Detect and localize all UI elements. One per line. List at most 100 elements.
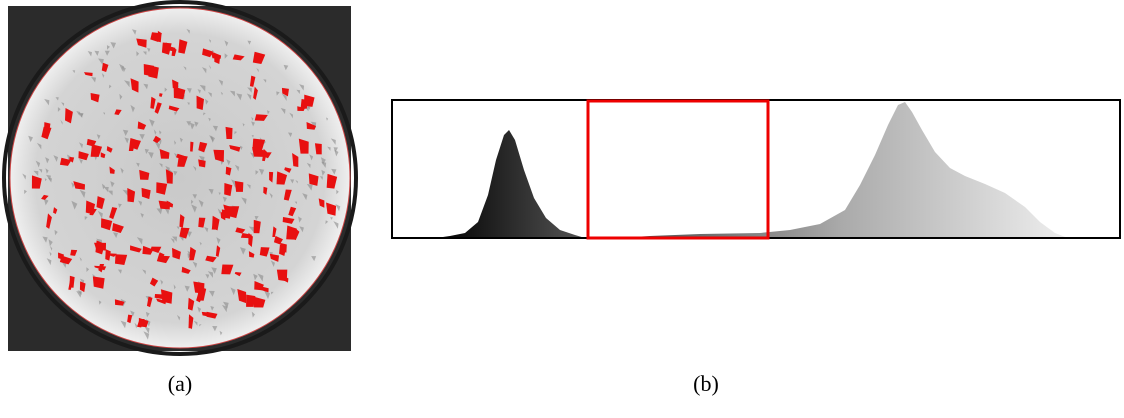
pore-red xyxy=(90,144,103,157)
pore-gray xyxy=(103,186,109,193)
pore-red xyxy=(276,269,288,282)
pore-red xyxy=(205,255,217,263)
pore-gray xyxy=(226,159,231,166)
pore-red xyxy=(276,171,288,185)
pore-red xyxy=(297,106,306,112)
pore-gray xyxy=(299,84,305,91)
pore-gray xyxy=(124,137,129,144)
pore-gray xyxy=(248,226,255,234)
pore-red xyxy=(114,254,128,265)
pore-red xyxy=(253,86,258,100)
pore-red xyxy=(259,247,270,257)
pore-gray xyxy=(48,239,53,247)
pore-red xyxy=(196,95,205,111)
pore-red xyxy=(215,245,221,257)
pore-gray xyxy=(76,111,81,116)
pore-gray xyxy=(306,162,311,169)
pore-gray xyxy=(247,87,252,93)
pore-gray xyxy=(156,208,163,215)
pore-gray xyxy=(134,322,138,329)
pore-gray xyxy=(242,123,245,127)
pore-gray xyxy=(79,113,84,118)
pore-gray xyxy=(229,90,235,97)
pore-red xyxy=(286,225,297,240)
pore-gray xyxy=(253,273,258,281)
pore-gray xyxy=(189,122,195,130)
pore-red xyxy=(298,138,309,154)
pore-red xyxy=(105,249,111,261)
pore-red xyxy=(156,298,167,305)
pore-gray xyxy=(217,208,221,214)
pore-red xyxy=(253,219,261,234)
pore-gray xyxy=(247,40,252,45)
panel-label: (b) xyxy=(693,371,719,396)
pore-red xyxy=(92,276,105,289)
pore-gray xyxy=(258,168,265,176)
pore-red xyxy=(84,72,93,77)
pore-red xyxy=(235,227,246,234)
pore-gray xyxy=(325,220,329,225)
pore-red xyxy=(175,153,184,160)
pore-red xyxy=(78,151,89,161)
pore-gray xyxy=(22,173,27,180)
pore-gray xyxy=(208,188,214,195)
pore-red xyxy=(168,105,180,112)
pore-gray xyxy=(170,238,175,244)
pore-gray xyxy=(187,253,191,259)
pore-red xyxy=(137,318,145,328)
pore-gray xyxy=(140,213,144,218)
pore-gray xyxy=(208,39,212,43)
pore-gray xyxy=(106,45,110,50)
pore-red xyxy=(213,149,225,163)
pore-red xyxy=(94,265,107,271)
pore-gray xyxy=(117,269,122,274)
pore-gray xyxy=(186,88,192,94)
pore-gray xyxy=(290,179,295,184)
pore-red xyxy=(206,311,218,319)
pore-gray xyxy=(101,72,105,78)
pore-red xyxy=(272,226,277,238)
pore-gray xyxy=(208,117,211,122)
pore-gray xyxy=(255,170,259,175)
pore-gray xyxy=(251,311,255,318)
pore-gray xyxy=(333,221,339,229)
pore-red xyxy=(326,173,338,189)
pore-gray xyxy=(84,216,88,221)
pore-gray xyxy=(97,210,103,219)
pore-gray xyxy=(276,91,280,96)
pore-gray xyxy=(124,80,130,88)
pore-gray xyxy=(120,167,124,174)
pore-red xyxy=(248,232,253,247)
pore-gray xyxy=(33,170,39,177)
pore-red xyxy=(246,294,256,307)
pore-gray xyxy=(246,184,251,190)
pore-gray xyxy=(112,232,118,238)
pore-red xyxy=(152,135,162,144)
pore-red xyxy=(139,169,150,180)
pore-red xyxy=(46,213,52,229)
pore-gray xyxy=(234,131,238,135)
pore-gray xyxy=(331,168,337,175)
pore-gray xyxy=(176,314,181,321)
pore-gray xyxy=(137,200,143,206)
pore-gray xyxy=(320,157,326,165)
pore-red xyxy=(181,266,191,274)
pore-gray xyxy=(207,271,214,278)
pore-gray xyxy=(131,29,137,35)
pore-gray xyxy=(220,91,223,96)
pore-gray xyxy=(311,256,317,262)
pore-gray xyxy=(296,89,301,94)
pore-gray xyxy=(164,208,170,215)
pore-red xyxy=(101,218,113,231)
pore-gray xyxy=(251,116,254,121)
pore-red xyxy=(326,202,337,216)
holder-ring xyxy=(2,0,358,356)
pore-red xyxy=(146,296,153,308)
pore-red xyxy=(187,297,195,311)
pore-gray xyxy=(190,199,194,204)
pore-gray xyxy=(234,164,240,172)
pore-red xyxy=(112,223,124,233)
pore-gray xyxy=(130,310,135,317)
pore-red xyxy=(254,281,264,291)
pore-gray xyxy=(289,112,293,119)
